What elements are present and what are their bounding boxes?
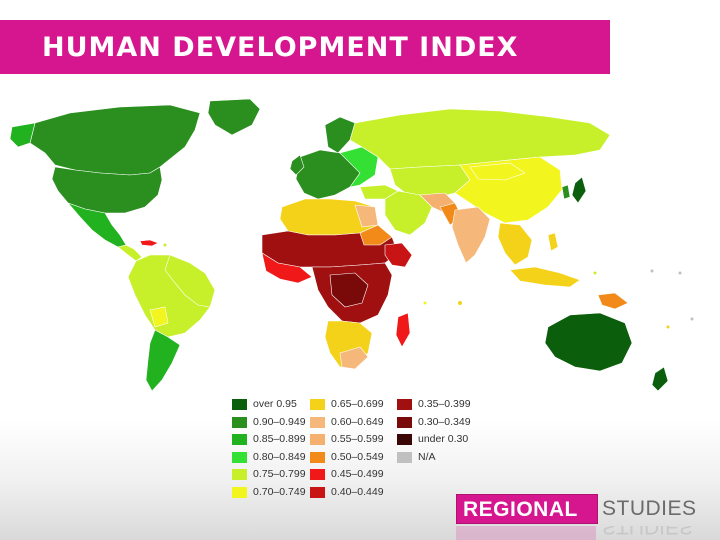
region-japan bbox=[571, 176, 587, 204]
region-south-america-south bbox=[145, 329, 181, 392]
legend-label: under 0.30 bbox=[418, 433, 469, 445]
region-islands bbox=[423, 301, 427, 305]
legend-label: 0.80–0.849 bbox=[253, 450, 306, 463]
legend-swatch bbox=[397, 399, 412, 410]
logo-reflection: STUDIES bbox=[456, 526, 706, 540]
legend-swatch bbox=[310, 434, 325, 445]
legend-swatch bbox=[232, 399, 247, 410]
legend-label: 0.35–0.399 bbox=[418, 398, 471, 410]
region-caribbean bbox=[139, 239, 159, 247]
legend-swatch bbox=[232, 451, 247, 463]
legend-swatch bbox=[397, 451, 412, 463]
title-bar: HUMAN DEVELOPMENT INDEX bbox=[0, 20, 610, 74]
region-central-america bbox=[117, 244, 143, 262]
region-uk bbox=[289, 154, 305, 176]
region-scandinavia bbox=[324, 116, 356, 154]
logo-bold-text: REGIONAL bbox=[463, 498, 578, 521]
region-bolivia bbox=[149, 306, 169, 328]
legend-label: 0.70–0.749 bbox=[253, 485, 306, 498]
region-islands bbox=[163, 243, 167, 247]
region-southeast-asia bbox=[497, 222, 533, 266]
legend-swatch bbox=[310, 451, 325, 463]
legend-label: 0.30–0.349 bbox=[418, 415, 471, 428]
logo-word-text: STUDIES bbox=[602, 497, 697, 520]
legend-label: 0.40–0.449 bbox=[331, 485, 384, 498]
region-middle-east bbox=[384, 190, 433, 236]
legend-swatch bbox=[397, 416, 412, 428]
region-sudan bbox=[359, 224, 393, 246]
legend-label: over 0.95 bbox=[253, 398, 297, 410]
region-russia bbox=[349, 108, 611, 170]
legend-swatch bbox=[310, 416, 325, 428]
region-png bbox=[597, 292, 629, 310]
legend-swatch bbox=[397, 434, 412, 445]
logo-box: REGIONAL bbox=[456, 494, 598, 524]
legend-swatch bbox=[310, 469, 325, 480]
legend-swatch bbox=[232, 486, 247, 498]
region-usa bbox=[51, 166, 163, 214]
legend-label: 0.60–0.649 bbox=[331, 415, 384, 428]
legend-label: 0.65–0.699 bbox=[331, 398, 384, 410]
region-canada bbox=[29, 104, 201, 176]
region-south-africa bbox=[339, 346, 369, 370]
world-map bbox=[9, 98, 694, 392]
legend-label: 0.55–0.599 bbox=[331, 433, 384, 445]
map-legend: over 0.95 0.90–0.949 0.85–0.899 0.80–0.849 0… bbox=[232, 396, 472, 504]
region-west-africa bbox=[261, 252, 313, 284]
region-indonesia bbox=[509, 266, 581, 288]
legend-label: 0.90–0.949 bbox=[253, 415, 306, 428]
region-congo bbox=[329, 272, 369, 308]
region-madagascar bbox=[395, 312, 411, 348]
region-australia bbox=[544, 312, 633, 372]
region-islands bbox=[690, 317, 694, 321]
region-india bbox=[451, 206, 491, 264]
legend-label: 0.85–0.899 bbox=[253, 433, 306, 445]
region-islands bbox=[650, 269, 654, 273]
legend-label: 0.45–0.499 bbox=[331, 468, 384, 480]
regional-studies-logo: REGIONAL STUDIES bbox=[456, 494, 706, 524]
legend-label: N/A bbox=[418, 450, 436, 463]
region-philippines bbox=[547, 232, 559, 252]
legend-swatch bbox=[310, 486, 325, 498]
page-title: HUMAN DEVELOPMENT INDEX bbox=[42, 32, 519, 63]
legend-label: 0.75–0.799 bbox=[253, 468, 306, 480]
region-greenland bbox=[207, 98, 261, 136]
legend-swatch bbox=[232, 416, 247, 428]
legend-swatch bbox=[232, 434, 247, 445]
region-korea bbox=[561, 184, 571, 200]
region-brazil-east bbox=[164, 254, 216, 308]
legend-swatch bbox=[310, 399, 325, 410]
region-islands bbox=[458, 301, 462, 305]
region-islands bbox=[678, 271, 682, 275]
region-alaska bbox=[9, 122, 36, 148]
region-mongolia bbox=[469, 162, 526, 181]
region-new-zealand bbox=[651, 366, 669, 392]
legend-label: 0.50–0.549 bbox=[331, 450, 384, 463]
legend-swatch bbox=[232, 469, 247, 480]
region-islands bbox=[593, 271, 597, 275]
region-islands bbox=[666, 325, 670, 329]
region-horn-of-africa bbox=[384, 242, 413, 268]
